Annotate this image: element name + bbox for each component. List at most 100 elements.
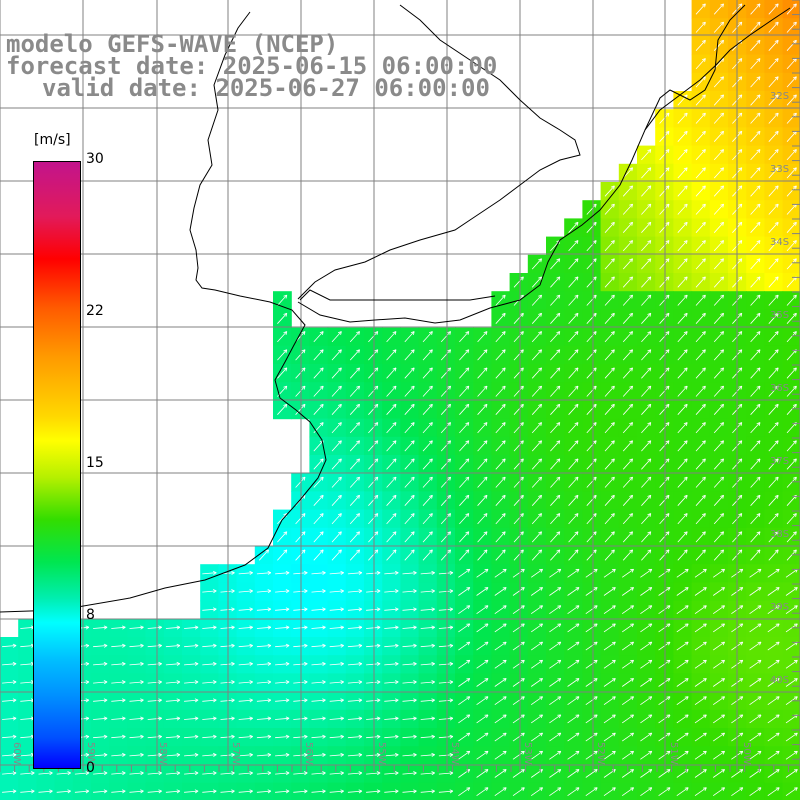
wind-cell (455, 564, 474, 583)
wind-arrow (768, 422, 779, 434)
wind-cell (509, 436, 529, 456)
wind-arrow (712, 587, 725, 596)
wind-arrow (402, 589, 417, 594)
wind-arrow (786, 312, 797, 324)
wind-cell (709, 200, 729, 219)
wind-arrow (659, 476, 670, 488)
wind-cell (436, 400, 456, 420)
wind-arrow (275, 716, 290, 721)
wind-arrow (347, 607, 363, 612)
wind-arrow (549, 750, 562, 760)
wind-cell (436, 418, 456, 438)
wind-cell (637, 673, 656, 693)
wind-arrow (513, 385, 524, 397)
wind-arrow (768, 403, 779, 415)
wind-arrow (713, 76, 724, 88)
wind-cell (546, 728, 565, 747)
wind-cell (618, 509, 638, 529)
wind-arrow (568, 458, 579, 470)
wind-arrow (677, 422, 688, 434)
wind-cell (764, 109, 784, 128)
wind-cell (418, 345, 438, 365)
colorbar-unit: [m/s] (34, 132, 71, 148)
wind-cell (382, 364, 401, 383)
wind-cell (582, 382, 602, 401)
wind-cell (364, 455, 383, 474)
wind-cell (618, 546, 638, 565)
wind-arrow (786, 149, 797, 161)
wind-arrow (731, 787, 744, 797)
wind-cell (418, 491, 438, 511)
wind-arrow (658, 714, 671, 724)
wind-arrow (621, 769, 634, 778)
wind-arrow (695, 422, 706, 434)
wind-arrow (93, 625, 108, 630)
wind-cell (746, 673, 765, 693)
wind-arrow (477, 440, 488, 452)
wind-cell (527, 436, 547, 456)
wind-arrow (695, 58, 706, 70)
wind-cell (527, 418, 547, 438)
wind-cell (600, 764, 620, 784)
wind-arrow (749, 641, 762, 651)
wind-arrow (641, 312, 652, 324)
wind-cell (418, 418, 438, 438)
longitude-label: 54W (449, 742, 460, 765)
wind-cell (455, 582, 474, 602)
wind-arrow (786, 21, 797, 33)
wind-cell (527, 491, 547, 511)
wind-cell (600, 327, 620, 347)
wind-arrow (459, 440, 470, 452)
wind-cell (564, 382, 583, 401)
wind-cell (582, 309, 602, 329)
wind-arrow (349, 549, 360, 561)
wind-cell (309, 491, 329, 511)
wind-arrow (659, 385, 670, 397)
wind-arrow (604, 385, 615, 397)
wind-cell (473, 418, 492, 438)
wind-cell (527, 382, 547, 401)
wind-arrow (366, 789, 381, 794)
wind-arrow (386, 422, 397, 434)
wind-cell (509, 600, 529, 620)
wind-arrow (129, 734, 144, 739)
wind-arrow (712, 787, 725, 797)
wind-arrow (438, 716, 454, 721)
wind-cell (527, 618, 547, 638)
wind-arrow (768, 349, 779, 361)
wind-arrow (659, 494, 670, 506)
wind-arrow (331, 549, 342, 561)
wind-arrow (767, 659, 780, 669)
wind-arrow (677, 185, 688, 197)
wind-cell (273, 546, 292, 565)
wind-arrow (458, 587, 471, 596)
wind-cell (582, 291, 602, 310)
wind-arrow (585, 769, 598, 778)
wind-arrow (347, 661, 363, 666)
wind-cell (509, 637, 529, 656)
wind-cell (418, 400, 438, 420)
wind-cell (491, 728, 511, 747)
wind-arrow (713, 167, 724, 179)
wind-cell (618, 309, 638, 329)
wind-cell (691, 746, 711, 765)
wind-arrow (329, 607, 344, 612)
wind-arrow (56, 771, 71, 776)
wind-arrow (531, 403, 542, 415)
wind-arrow (695, 130, 706, 142)
wind-arrow (768, 185, 779, 197)
wind-arrow (531, 458, 542, 470)
wind-arrow (495, 513, 506, 525)
wind-arrow (147, 752, 162, 757)
wind-arrow (293, 680, 308, 685)
wind-arrow (458, 605, 471, 615)
wind-arrow (658, 787, 671, 797)
wind-arrow (438, 607, 454, 612)
wind-arrow (676, 714, 689, 724)
wind-arrow (420, 570, 435, 575)
wind-arrow (750, 221, 761, 233)
wind-arrow (93, 789, 108, 794)
wind-arrow (712, 659, 725, 669)
wind-cell (491, 382, 511, 401)
wind-cell (709, 309, 729, 329)
